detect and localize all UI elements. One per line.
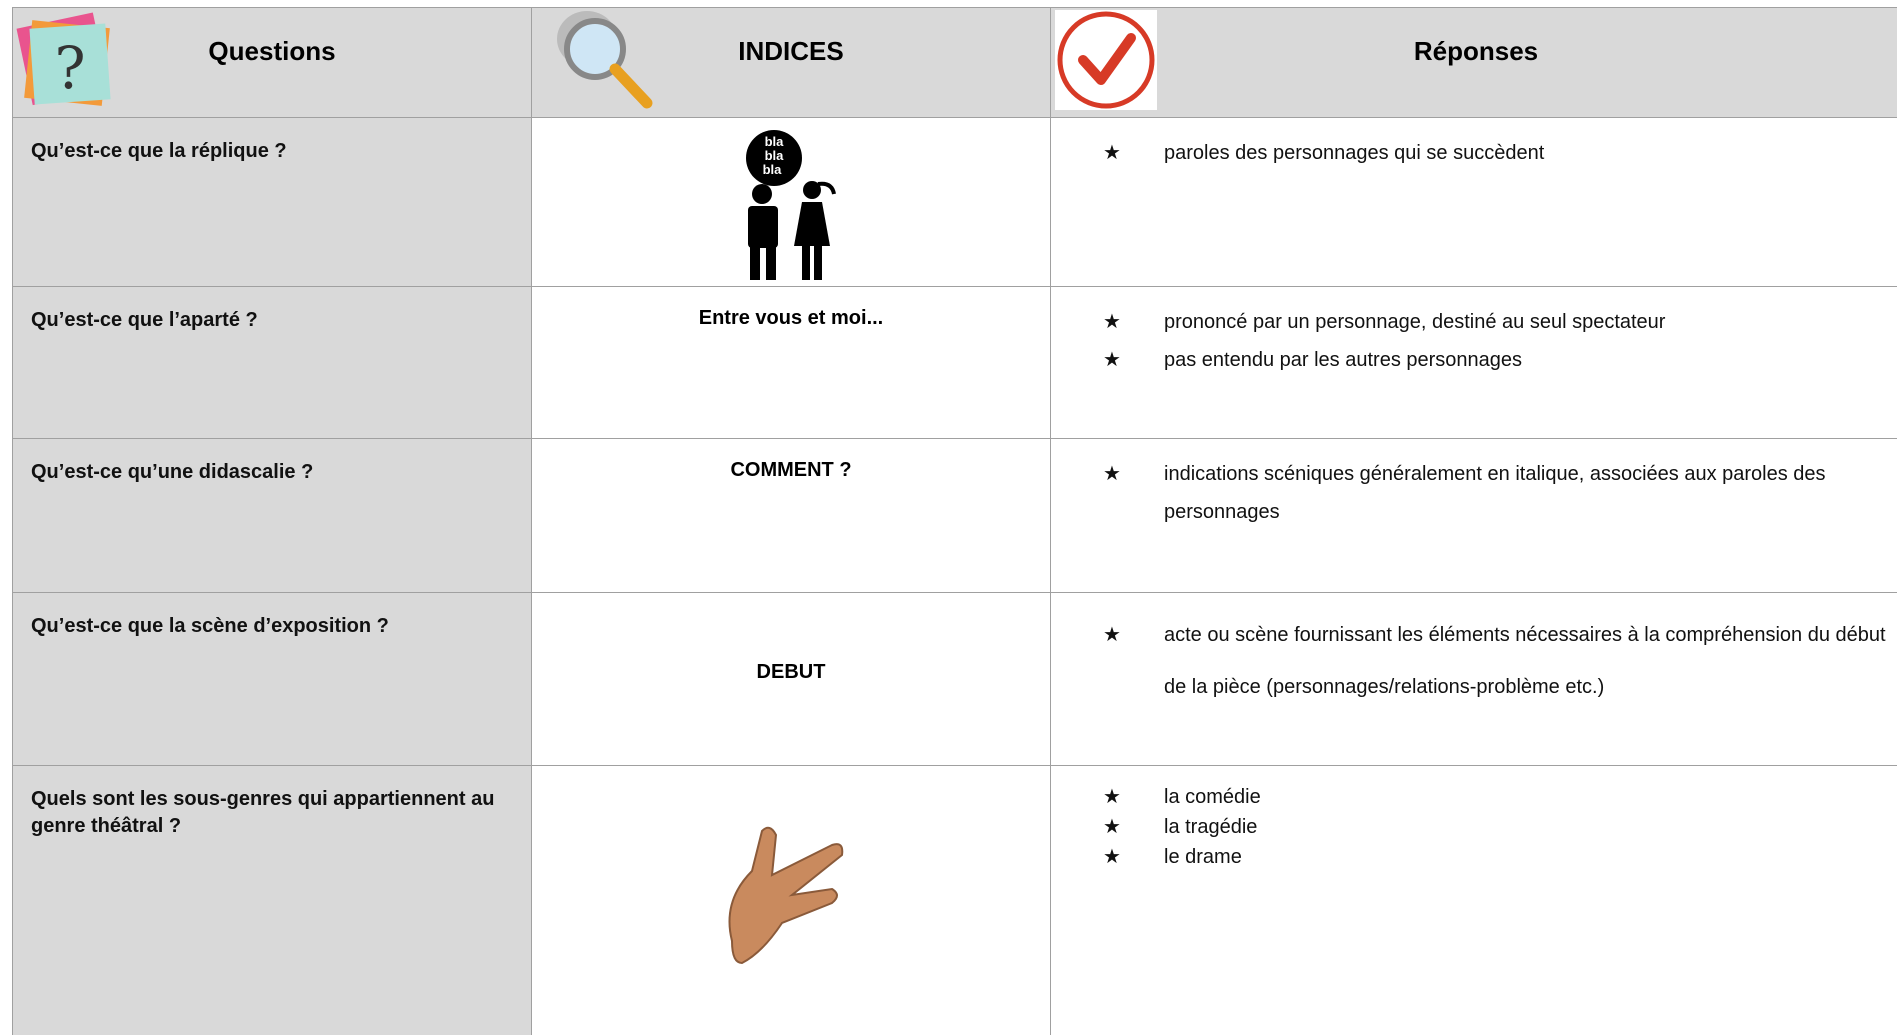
hint: DEBUT [756,661,826,683]
bullet: ★ [1103,463,1121,485]
hint-cell: Entre vous et moi... [531,286,1051,439]
answer-item: ★ paroles des personnages qui se succèden… [1103,134,1893,172]
question: Qu’est-ce qu’une didascalie ? [31,461,314,483]
answer-item: ★ prononcé par un personnage, destiné au … [1103,303,1893,341]
hint-cell: DEBUT [531,592,1051,766]
svg-text:?: ? [54,34,85,102]
bullet: ★ [1103,349,1121,371]
answer-cell: ★ prononcé par un personnage, destiné au … [1050,286,1897,439]
bullet: ★ [1103,846,1121,868]
svg-text:bla: bla [763,162,783,177]
header-title: Réponses [1413,36,1539,66]
answer-item: ★ le drame [1103,842,1893,872]
answer-text: la comédie [1164,786,1261,808]
answer-text: acte ou scène fournissant les éléments n… [1164,624,1886,698]
answer-list: ★ acte ou scène fournissant les éléments … [1103,609,1893,713]
answer-list: ★ indications scéniques généralement en i… [1103,455,1893,531]
question-cell: Qu’est-ce que l’aparté ? [12,286,532,439]
hint: COMMENT ? [730,459,852,481]
question-cell: Qu’est-ce qu’une didascalie ? [12,438,532,593]
hint-cell: COMMENT ? [531,438,1051,593]
question: Qu’est-ce que l’aparté ? [31,309,258,331]
answer-list: ★ paroles des personnages qui se succèden… [1103,134,1893,172]
bullet: ★ [1103,142,1121,164]
answer-text: paroles des personnages qui se succèdent [1164,142,1545,164]
answer-text: prononcé par un personnage, destiné au s… [1164,311,1666,333]
answer-item: ★ la tragédie [1103,812,1893,842]
check-icon [1055,10,1157,110]
answer-cell: ★ la comédie ★ la tragédie ★ le drame [1050,765,1897,1035]
bullet: ★ [1103,786,1121,808]
answer-text: le drame [1164,846,1242,868]
header-title: INDICES [738,36,844,66]
answer-item: ★ indications scéniques généralement en i… [1103,455,1893,531]
answer-list: ★ prononcé par un personnage, destiné au … [1103,303,1893,379]
header-cell: Réponses [1050,7,1897,118]
answer-item: ★ pas entendu par les autres personnages [1103,341,1893,379]
answer-text: indications scéniques généralement en it… [1164,463,1826,523]
svg-text:bla: bla [765,148,785,163]
bla-bla-icon: bla bla bla [746,130,836,280]
bullet: ★ [1103,816,1121,838]
bullet: ★ [1103,311,1121,333]
question: Quels sont les sous-genres qui appartien… [31,788,495,837]
answer-item: ★ acte ou scène fournissant les éléments … [1103,609,1893,713]
question-cell: Qu’est-ce que la scène d’exposition ? [12,592,532,766]
answer-cell: ★ paroles des personnages qui se succèden… [1050,117,1897,287]
question-cell: Quels sont les sous-genres qui appartien… [12,765,532,1035]
question: Qu’est-ce que la réplique ? [31,140,287,162]
svg-text:bla: bla [765,134,785,149]
bullet: ★ [1103,624,1121,646]
header-title: Questions [208,36,336,66]
answer-item: ★ la comédie [1103,782,1893,812]
question-icon: ? [16,12,111,106]
answer-cell: ★ indications scéniques généralement en i… [1050,438,1897,593]
answer-text: la tragédie [1164,816,1258,838]
answer-cell: ★ acte ou scène fournissant les éléments … [1050,592,1897,766]
hint: Entre vous et moi... [698,307,884,329]
hint-cell [531,765,1051,1035]
question-cell: Qu’est-ce que la réplique ? [12,117,532,287]
hint-cell: bla bla bla [531,117,1051,287]
answer-text: pas entendu par les autres personnages [1164,349,1523,371]
hand-icon [728,826,844,965]
answer-list: ★ la comédie ★ la tragédie ★ le drame [1103,782,1893,872]
magnifier-icon [557,11,653,109]
question: Qu’est-ce que la scène d’exposition ? [31,615,389,637]
